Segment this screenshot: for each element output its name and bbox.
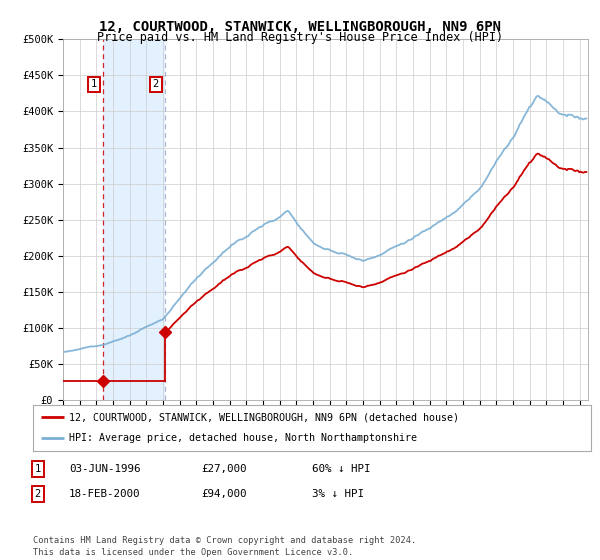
Text: Contains HM Land Registry data © Crown copyright and database right 2024.
This d: Contains HM Land Registry data © Crown c… <box>33 536 416 557</box>
Text: 3% ↓ HPI: 3% ↓ HPI <box>312 489 364 499</box>
Text: 2: 2 <box>35 489 41 499</box>
Text: 03-JUN-1996: 03-JUN-1996 <box>69 464 140 474</box>
Text: Price paid vs. HM Land Registry's House Price Index (HPI): Price paid vs. HM Land Registry's House … <box>97 31 503 44</box>
Text: 12, COURTWOOD, STANWICK, WELLINGBOROUGH, NN9 6PN: 12, COURTWOOD, STANWICK, WELLINGBOROUGH,… <box>99 20 501 34</box>
Text: HPI: Average price, detached house, North Northamptonshire: HPI: Average price, detached house, Nort… <box>69 433 417 444</box>
Text: 12, COURTWOOD, STANWICK, WELLINGBOROUGH, NN9 6PN (detached house): 12, COURTWOOD, STANWICK, WELLINGBOROUGH,… <box>69 412 459 422</box>
Text: 60% ↓ HPI: 60% ↓ HPI <box>312 464 371 474</box>
Text: 2: 2 <box>153 80 159 90</box>
Text: £94,000: £94,000 <box>201 489 247 499</box>
Text: £27,000: £27,000 <box>201 464 247 474</box>
Text: 18-FEB-2000: 18-FEB-2000 <box>69 489 140 499</box>
Text: 1: 1 <box>35 464 41 474</box>
Bar <box>103 39 165 400</box>
Text: 1: 1 <box>91 80 97 90</box>
